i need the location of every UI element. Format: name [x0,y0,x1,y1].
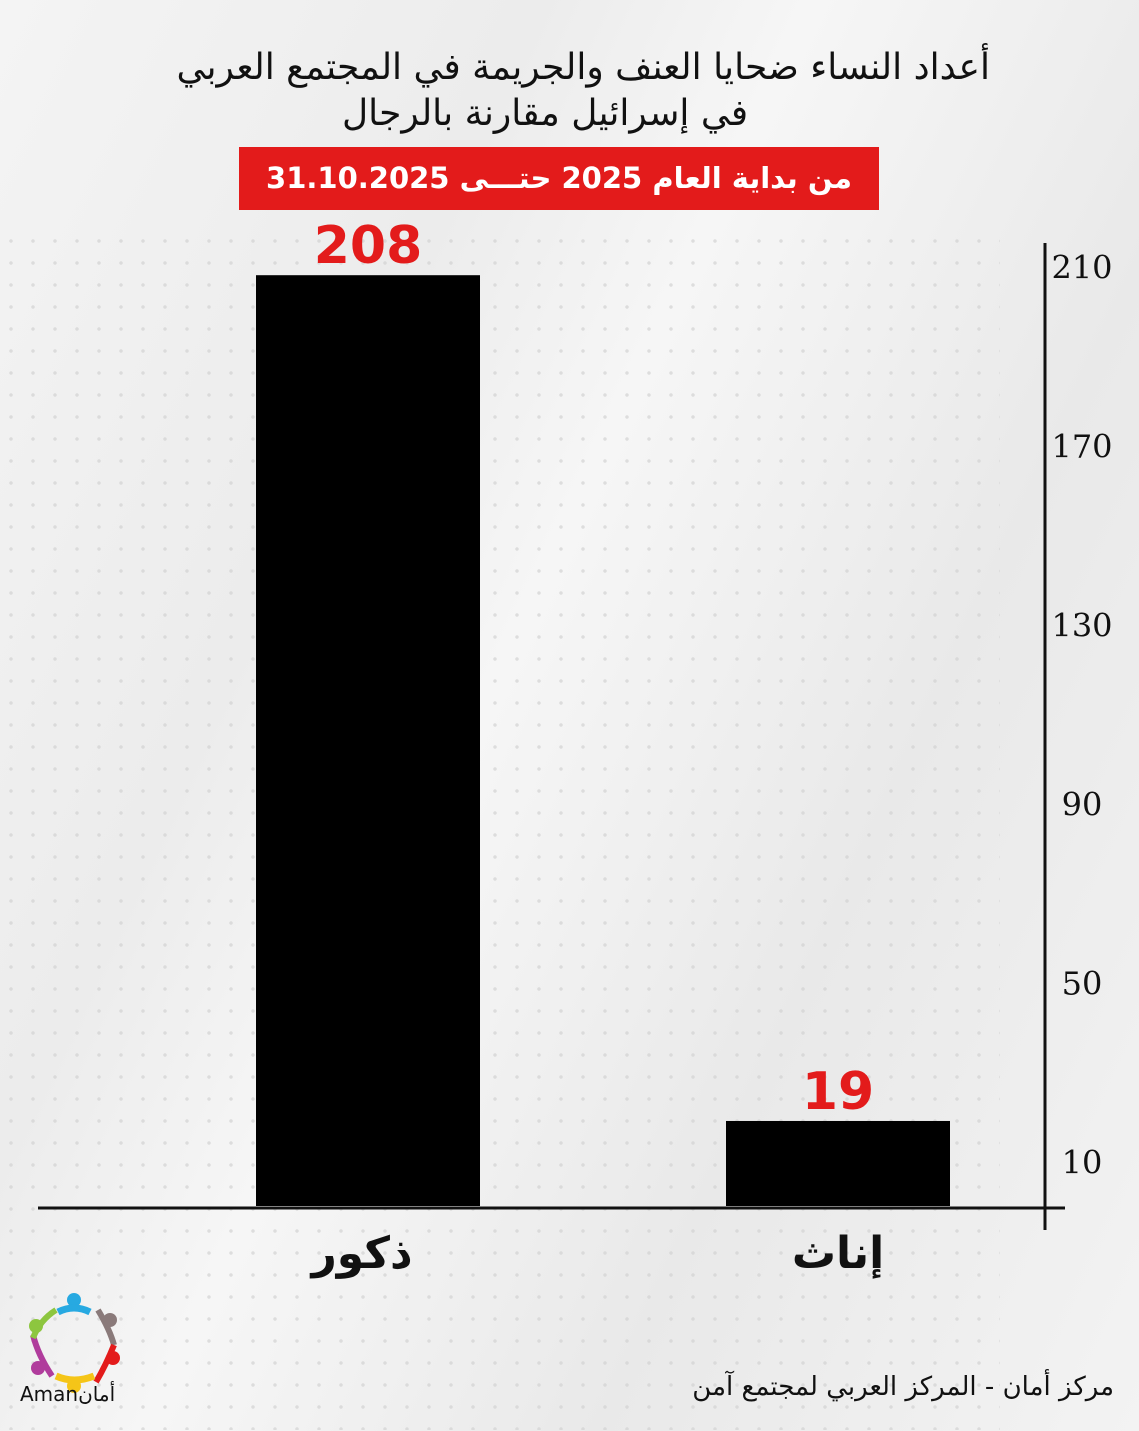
x-category-label: ذكور [309,1228,412,1279]
logo-wordmark: Amanأمان [20,1382,116,1406]
title-line-2: في إسرائيل مقارنة بالرجال [341,93,749,134]
bar-1 [256,275,480,1206]
bar-value-label: 19 [802,1062,874,1122]
y-tick-label: 90 [1062,785,1103,823]
bar-2 [726,1120,950,1206]
y-tick-label: 170 [1051,427,1112,465]
y-tick-label: 210 [1051,248,1112,286]
chart-title: أعداد النساء ضحايا العنف والجريمة في الم… [100,45,990,137]
bar-value-label: 208 [314,216,423,276]
y-tick-label: 10 [1062,1143,1103,1181]
aman-logo [29,1293,120,1393]
footer-credit: مركز أمان - المركز العربي لمجتمع آمن [692,1372,1114,1402]
dot-pattern-background [0,230,1000,1430]
y-tick-label: 50 [1062,964,1103,1002]
date-range-banner: من بداية العام 2025 حتـــى 31.10.2025 [239,147,879,210]
y-tick-label: 130 [1051,606,1112,644]
title-line-1: أعداد النساء ضحايا العنف والجريمة في الم… [176,47,990,88]
x-category-label: إناث [792,1228,884,1279]
